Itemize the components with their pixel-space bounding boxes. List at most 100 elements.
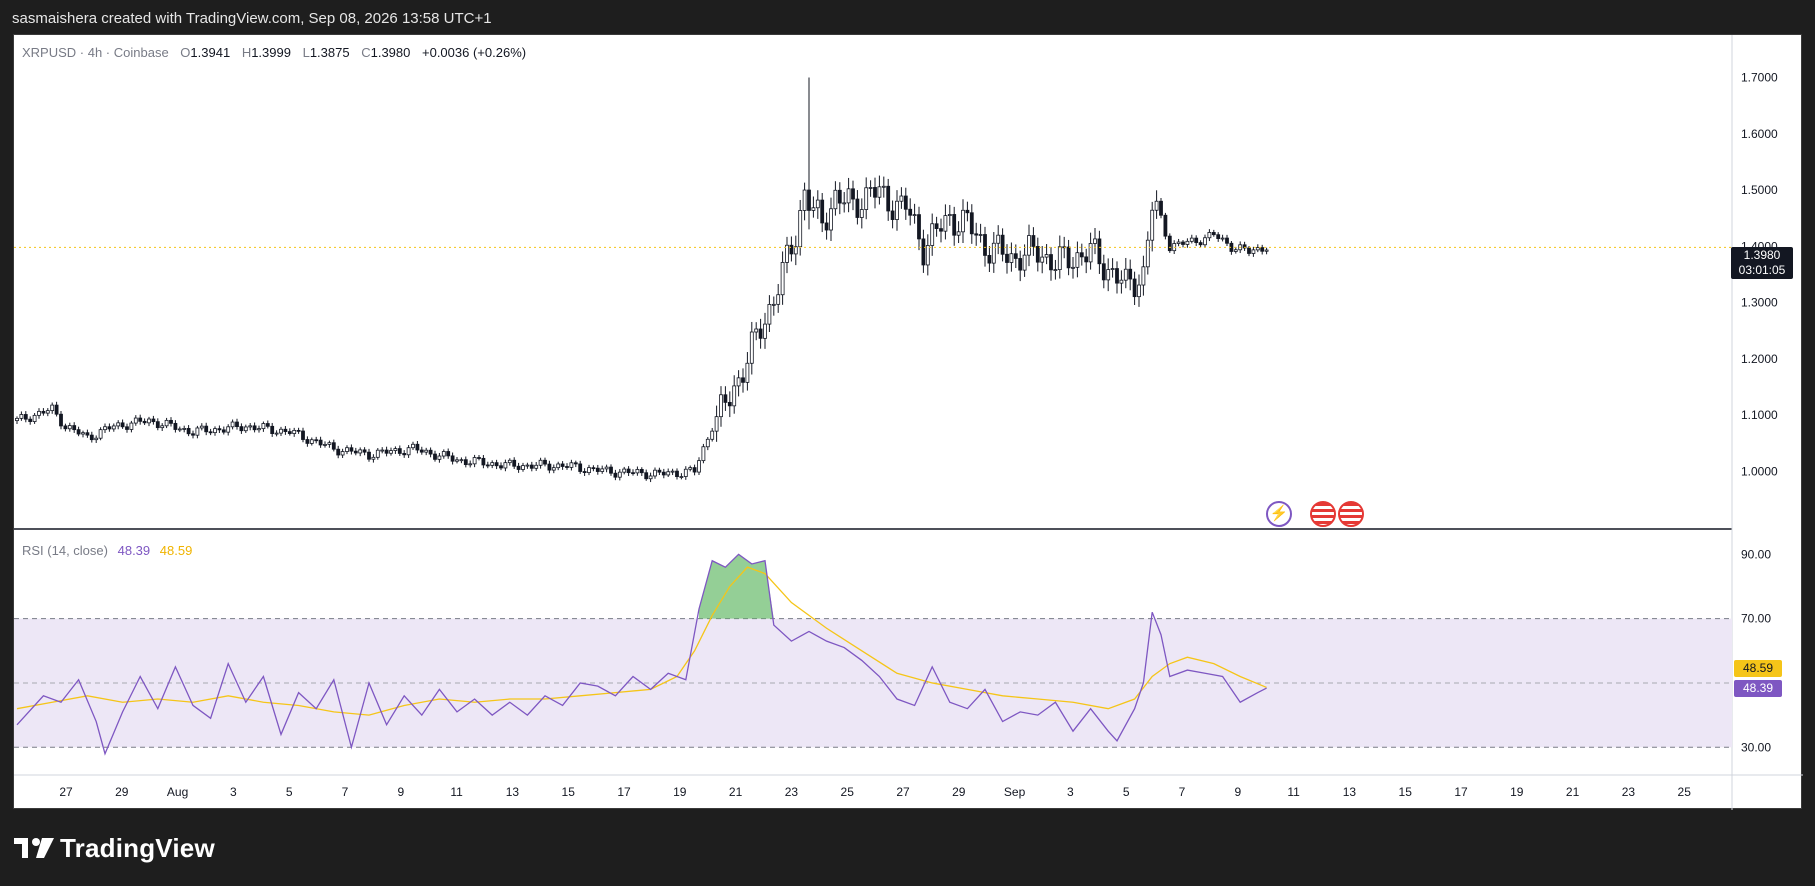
candle-body: [296, 429, 301, 432]
time-tick-label: 29: [952, 785, 966, 799]
candle-body: [846, 188, 851, 204]
candle-body: [1110, 268, 1115, 270]
price-tick-label: 1.2000: [1741, 352, 1778, 366]
candle-body: [345, 447, 349, 452]
time-tick-label: 27: [59, 785, 73, 799]
candle-body: [208, 431, 213, 434]
candle-body: [1027, 235, 1031, 256]
candle-body: [710, 430, 715, 440]
candle-body: [626, 468, 631, 474]
candle-body: [551, 467, 556, 471]
candle-body: [921, 238, 926, 266]
candle-body: [595, 467, 600, 472]
candle-body: [1247, 247, 1251, 254]
candle-body: [314, 439, 319, 442]
candle-body: [965, 209, 970, 214]
price-pane[interactable]: [14, 35, 1732, 528]
candle-body: [512, 459, 517, 467]
symbol-name[interactable]: XRPUSD · 4h · Coinbase: [22, 45, 169, 60]
candle-body: [1093, 238, 1097, 244]
candle-body: [76, 429, 81, 435]
time-tick-label: 17: [617, 785, 631, 799]
candle-body: [657, 469, 662, 473]
candle-body: [771, 303, 776, 306]
candle-body: [1255, 247, 1260, 251]
candle-body: [182, 428, 187, 430]
rsi-ma-line: [16, 566, 1267, 716]
us-flag-icon[interactable]: [1338, 501, 1364, 527]
candle-body: [754, 328, 759, 333]
candle-body: [983, 234, 987, 256]
candle-body: [230, 421, 235, 428]
chart-canvas[interactable]: 1.70001.60001.50001.40001.30001.20001.10…: [14, 35, 1803, 810]
time-tick-label: 21: [729, 785, 743, 799]
candle-body: [521, 465, 525, 470]
candle-body: [798, 210, 803, 248]
candle-body: [125, 426, 129, 430]
candle-body: [103, 426, 107, 431]
us-flag-icon[interactable]: [1310, 501, 1336, 527]
candle-body: [441, 451, 446, 457]
candle-body: [529, 464, 534, 469]
candle-body: [837, 189, 842, 204]
rsi-label[interactable]: RSI (14, close): [22, 543, 108, 558]
time-tick-label: 27: [896, 785, 910, 799]
candle-body: [173, 422, 178, 430]
candle-body: [604, 466, 609, 470]
chart-frame[interactable]: 1.70001.60001.50001.40001.30001.20001.10…: [13, 34, 1803, 810]
candle-body: [327, 442, 332, 445]
candle-body: [666, 471, 671, 476]
candle-body: [952, 214, 957, 236]
candle-body: [600, 468, 605, 472]
rsi-ma-tag: 48.59: [1734, 660, 1782, 677]
time-tick-label: 13: [506, 785, 520, 799]
candle-body: [1176, 241, 1181, 244]
tradingview-brand[interactable]: TradingView: [14, 830, 215, 866]
candle-body: [877, 186, 882, 198]
candle-body: [1194, 237, 1199, 243]
candle-body: [736, 377, 741, 387]
candle-body: [895, 200, 899, 220]
lightning-icon[interactable]: ⚡: [1266, 501, 1292, 527]
candle-body: [719, 394, 723, 418]
candle-body: [1154, 200, 1159, 211]
candle-body: [257, 428, 261, 431]
time-tick-label: 23: [1622, 785, 1636, 799]
candle-body: [1106, 269, 1111, 281]
candle-body: [147, 418, 151, 424]
candle-body: [661, 471, 666, 476]
candle-body: [1057, 246, 1062, 270]
candle-body: [252, 425, 257, 431]
candle-body: [697, 460, 701, 473]
candle-body: [785, 244, 789, 263]
candle-body: [1084, 256, 1089, 263]
candle-body: [1207, 232, 1212, 239]
time-axis[interactable]: 27 29 Aug 3 5 7 9 11 13 15 17 19 21 23 25 27 29 Sep 3 5 7 9 11…: [59, 785, 1691, 799]
candle-body: [226, 426, 231, 433]
candle-body: [459, 459, 464, 462]
candle-body: [525, 464, 530, 467]
candle-body: [1198, 242, 1203, 246]
candle-body: [1123, 268, 1128, 281]
candle-body: [402, 453, 407, 456]
candle-body: [367, 451, 371, 460]
candle-body: [116, 422, 121, 427]
rsi-value: 48.39: [117, 543, 151, 558]
rsi-value-tag: 48.39: [1734, 680, 1782, 697]
candle-body: [463, 459, 468, 466]
candle-body: [1167, 235, 1172, 252]
candle-body: [59, 413, 63, 427]
candle-body: [1101, 263, 1106, 281]
candle-body: [81, 432, 85, 435]
candle-body: [1119, 279, 1124, 284]
candle-body: [1022, 254, 1027, 271]
candle-body: [969, 212, 974, 235]
candle-body: [50, 404, 55, 412]
candle-body: [815, 199, 820, 209]
candle-body: [424, 449, 429, 453]
candle-body: [635, 469, 640, 474]
candle-body: [776, 294, 781, 305]
rsi-axis[interactable]: 90.00 70.00 30.00: [1741, 547, 1771, 754]
candle-body: [868, 187, 873, 189]
candle-body: [851, 188, 855, 200]
